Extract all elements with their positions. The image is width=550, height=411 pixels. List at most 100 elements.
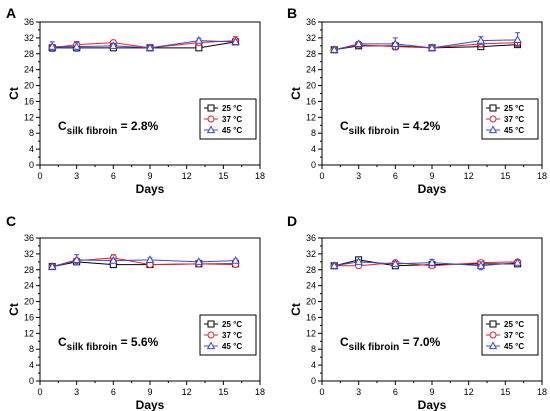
series-line xyxy=(334,42,518,51)
x-tick-label: 0 xyxy=(319,171,324,181)
y-tick-label: 36 xyxy=(306,233,316,243)
y-tick-label: 0 xyxy=(311,160,316,170)
x-axis-label: Days xyxy=(136,398,165,411)
data-point xyxy=(231,37,240,45)
y-tick-label: 0 xyxy=(29,160,34,170)
legend-label: 25 °C xyxy=(504,320,524,329)
y-tick-label: 8 xyxy=(311,344,316,354)
series-line xyxy=(52,257,236,268)
x-tick-label: 6 xyxy=(111,387,116,397)
annotation-value: = 2.8% xyxy=(117,119,158,133)
series-3 xyxy=(47,36,240,52)
x-tick-label: 12 xyxy=(182,171,192,181)
annotation: Csilk fibroin = 7.0% xyxy=(340,335,441,353)
panel-letter: D xyxy=(287,213,297,229)
y-tick-label: 8 xyxy=(29,344,34,354)
y-tick-label: 8 xyxy=(311,128,316,138)
legend-label: 37 °C xyxy=(504,115,524,124)
y-tick-label: 28 xyxy=(306,265,316,275)
y-tick-label: 24 xyxy=(24,281,34,291)
legend: 25 °C 37 °C 45 °C xyxy=(199,314,257,356)
annotation: Csilk fibroin = 4.2% xyxy=(340,119,441,137)
annotation-base: C xyxy=(58,119,67,133)
legend-marker xyxy=(206,125,216,134)
legend-label: 37 °C xyxy=(504,331,524,340)
data-point xyxy=(145,43,155,51)
y-axis-label: Ct xyxy=(289,303,303,316)
annotation-value: = 4.2% xyxy=(399,119,440,133)
x-tick-label: 12 xyxy=(464,387,474,397)
data-point xyxy=(513,257,522,266)
data-point xyxy=(427,43,437,51)
data-point xyxy=(476,261,486,269)
legend-label: 37 °C xyxy=(222,115,242,124)
series-line xyxy=(52,41,236,49)
data-point xyxy=(391,39,400,47)
annotation-subscript: silk fibroin xyxy=(67,342,118,353)
x-tick-label: 9 xyxy=(147,387,152,397)
annotation-subscript: silk fibroin xyxy=(349,126,400,137)
data-point xyxy=(391,259,400,267)
data-point xyxy=(194,257,204,265)
legend-marker xyxy=(489,115,497,123)
y-tick-label: 4 xyxy=(29,144,34,154)
data-point xyxy=(354,39,363,47)
y-tick-label: 20 xyxy=(306,81,316,91)
series-3 xyxy=(329,257,522,271)
legend-label: 25 °C xyxy=(222,320,242,329)
x-tick-label: 12 xyxy=(464,171,474,181)
legend-label: 45 °C xyxy=(504,126,524,135)
annotation-base: C xyxy=(340,119,349,133)
y-tick-label: 16 xyxy=(24,312,34,322)
x-tick-label: 0 xyxy=(37,387,42,397)
legend-label: 45 °C xyxy=(504,342,524,351)
y-tick-label: 12 xyxy=(306,112,316,122)
data-point xyxy=(109,256,118,264)
series-line xyxy=(52,40,236,49)
annotation: Csilk fibroin = 5.6% xyxy=(58,335,159,353)
x-tick-label: 18 xyxy=(537,387,547,397)
x-tick-label: 18 xyxy=(537,171,547,181)
x-tick-label: 15 xyxy=(218,171,228,181)
series-line xyxy=(334,261,518,267)
y-tick-label: 36 xyxy=(24,17,34,27)
legend-marker xyxy=(207,331,215,339)
y-tick-label: 28 xyxy=(24,49,34,59)
data-point xyxy=(72,255,81,263)
y-tick-label: 4 xyxy=(311,360,316,370)
data-point xyxy=(145,255,155,263)
annotation-base: C xyxy=(58,335,67,349)
legend-marker xyxy=(488,341,498,350)
x-tick-label: 0 xyxy=(37,171,42,181)
data-point xyxy=(194,36,204,44)
data-point xyxy=(47,41,57,50)
legend-label: 45 °C xyxy=(222,126,242,135)
data-point xyxy=(476,36,486,44)
y-tick-label: 32 xyxy=(306,249,316,259)
data-point xyxy=(329,45,339,53)
x-tick-label: 18 xyxy=(255,171,265,181)
data-point xyxy=(354,257,363,265)
y-tick-label: 32 xyxy=(24,33,34,43)
legend: 25 °C 37 °C 45 °C xyxy=(199,98,257,140)
annotation-subscript: silk fibroin xyxy=(349,342,400,353)
x-tick-label: 6 xyxy=(393,387,398,397)
y-tick-label: 28 xyxy=(24,265,34,275)
legend-marker xyxy=(207,320,215,328)
panel-letter: A xyxy=(6,5,16,21)
y-tick-label: 0 xyxy=(29,376,34,386)
y-tick-label: 16 xyxy=(24,96,34,106)
x-tick-label: 3 xyxy=(74,387,79,397)
x-axis-label: Days xyxy=(136,182,165,196)
x-tick-label: 9 xyxy=(429,171,434,181)
y-axis-label: Ct xyxy=(7,87,21,100)
data-point xyxy=(513,35,522,43)
panel-letter: C xyxy=(6,213,16,229)
y-tick-label: 16 xyxy=(306,312,316,322)
data-point xyxy=(109,41,118,49)
legend: 25 °C 37 °C 45 °C xyxy=(481,98,539,140)
y-tick-label: 20 xyxy=(24,81,34,91)
annotation-base: C xyxy=(340,335,349,349)
